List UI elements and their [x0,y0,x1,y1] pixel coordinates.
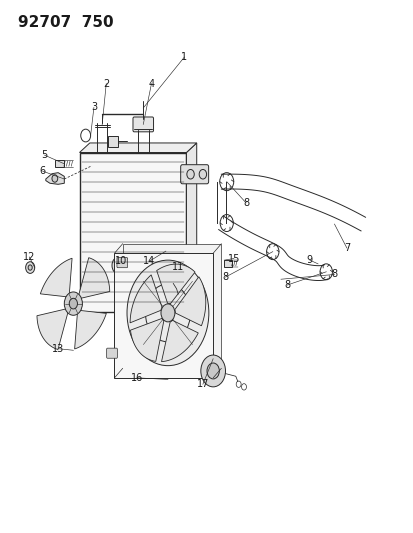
Bar [122,244,221,368]
Text: 6: 6 [39,166,45,176]
Polygon shape [130,275,161,323]
Circle shape [64,292,82,316]
Text: 17: 17 [196,379,209,389]
Text: 2: 2 [103,78,109,88]
Polygon shape [46,173,64,184]
Polygon shape [161,320,198,362]
Polygon shape [79,143,196,152]
FancyBboxPatch shape [133,117,153,132]
Polygon shape [74,310,106,349]
Circle shape [69,298,77,309]
Polygon shape [186,143,196,312]
Text: 5: 5 [41,150,47,160]
Bar [79,152,186,312]
Text: 16: 16 [131,373,143,383]
Polygon shape [156,264,195,304]
Text: 12: 12 [23,252,36,262]
Text: 8: 8 [331,270,337,279]
Circle shape [200,355,225,387]
Polygon shape [108,135,117,147]
Circle shape [26,262,35,273]
Circle shape [127,260,208,366]
Circle shape [206,363,219,379]
Bar [114,253,213,378]
Text: 9: 9 [306,255,312,265]
Text: 8: 8 [242,198,249,208]
Bar [171,273,175,284]
FancyBboxPatch shape [116,257,127,268]
Text: 13: 13 [52,344,64,354]
Text: 3: 3 [90,102,97,112]
Circle shape [52,175,57,182]
Text: 8: 8 [222,272,228,282]
Bar [224,260,231,266]
Text: 4: 4 [148,78,154,88]
Text: 1: 1 [181,52,187,62]
Bar [55,160,64,167]
Circle shape [168,266,178,279]
Circle shape [186,169,194,179]
Text: 15: 15 [227,254,240,263]
Text: 11: 11 [172,262,184,271]
Circle shape [161,304,174,322]
Circle shape [199,169,206,179]
Polygon shape [78,257,109,298]
Text: 14: 14 [143,256,155,266]
Circle shape [28,265,32,270]
Polygon shape [37,309,68,350]
Text: 10: 10 [114,256,126,266]
Circle shape [115,262,121,269]
FancyBboxPatch shape [180,165,208,184]
Polygon shape [130,318,164,361]
Text: 92707  750: 92707 750 [18,14,113,30]
FancyBboxPatch shape [107,348,117,358]
Polygon shape [174,277,205,326]
Polygon shape [40,259,72,297]
Text: 8: 8 [283,280,290,290]
Circle shape [112,257,125,274]
Text: 7: 7 [343,243,349,253]
